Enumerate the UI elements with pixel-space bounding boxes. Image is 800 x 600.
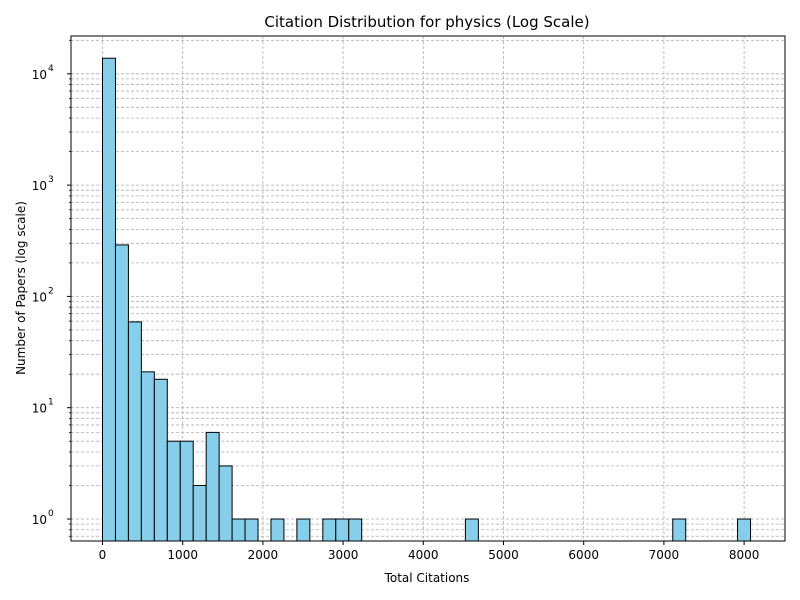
x-tick-label: 0 <box>99 548 107 562</box>
y-tick-label: 10 <box>32 290 47 304</box>
histogram-bar <box>166 440 181 542</box>
histogram-bar <box>737 518 752 542</box>
histogram-bar <box>231 518 246 542</box>
chart-title: Citation Distribution for physics (Log S… <box>264 13 589 31</box>
histogram-bar <box>296 518 311 542</box>
histogram-bar <box>192 484 207 542</box>
histogram-bar <box>218 465 233 542</box>
x-axis-ticks: 0 1000 2000 3000 4000 5000 6000 7000 8000 <box>99 541 760 562</box>
histogram-bar <box>127 321 142 542</box>
x-tick-label: 6000 <box>568 548 599 562</box>
histogram-bar <box>102 57 116 542</box>
x-tick-label: 3000 <box>328 548 359 562</box>
y-tick-label: 10 <box>32 402 47 416</box>
plot-frame <box>70 35 786 542</box>
y-tick-exponent: 4 <box>48 64 54 74</box>
histogram-bar <box>335 518 350 542</box>
y-tick-label: 10 <box>32 68 47 82</box>
y-tick-exponent: 3 <box>48 175 54 185</box>
histogram-bar <box>464 518 479 542</box>
y-tick-label: 10 <box>32 513 47 527</box>
histogram-bar <box>348 518 363 542</box>
histogram-bar <box>244 518 259 542</box>
x-tick-label: 8000 <box>729 548 760 562</box>
histogram-bar <box>270 518 285 542</box>
x-tick-label: 2000 <box>248 548 279 562</box>
y-tick-exponent: 0 <box>48 509 54 519</box>
x-tick-label: 1000 <box>167 548 198 562</box>
histogram-bar <box>114 244 129 542</box>
y-tick-label: 10 <box>32 179 47 193</box>
y-axis-label: Number of Papers (log scale) <box>14 201 28 375</box>
x-tick-label: 4000 <box>408 548 439 562</box>
histogram-bar <box>322 518 337 542</box>
histogram-bar <box>179 440 194 542</box>
histogram-bar <box>153 378 168 542</box>
histogram-bar <box>140 371 155 542</box>
histogram-bar <box>672 518 687 542</box>
x-axis-label: Total Citations <box>384 571 470 585</box>
histogram-bar <box>205 431 220 542</box>
histogram-bars <box>102 57 752 542</box>
y-tick-exponent: 2 <box>48 286 54 296</box>
y-tick-exponent: 1 <box>48 398 54 408</box>
grid-lines <box>71 36 785 541</box>
x-tick-label: 7000 <box>649 548 680 562</box>
x-tick-label: 5000 <box>488 548 519 562</box>
